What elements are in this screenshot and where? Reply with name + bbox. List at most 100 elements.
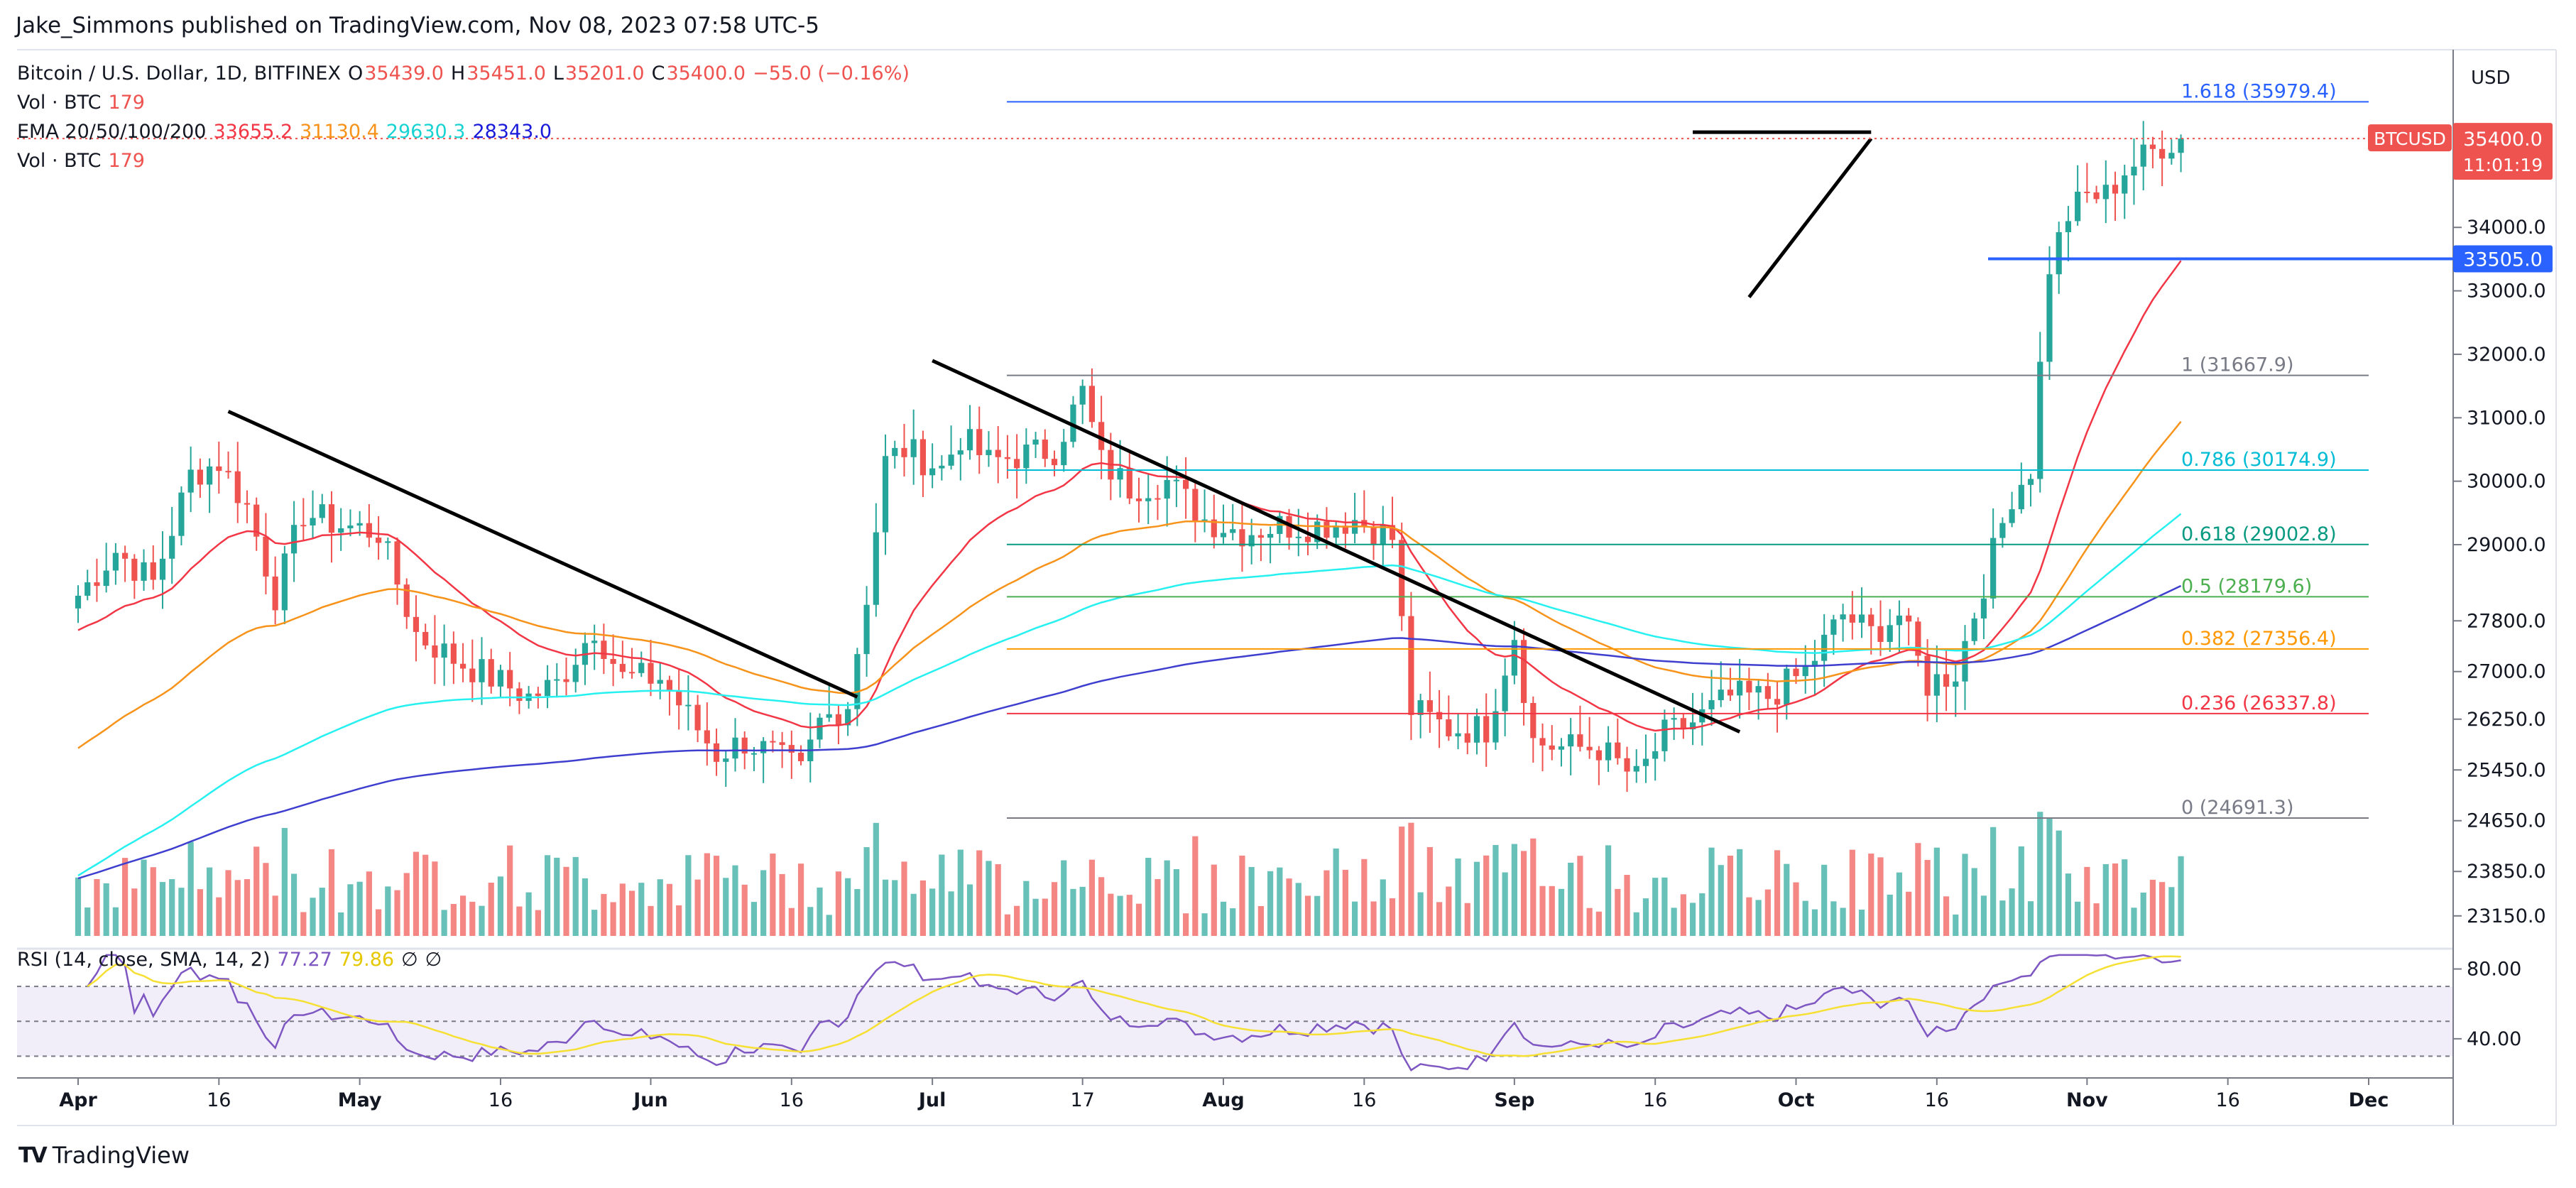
candle-body xyxy=(1943,674,1950,687)
volume-bar xyxy=(788,908,795,936)
low-value: 35201.0 xyxy=(564,62,645,85)
volume-bar xyxy=(1962,854,1968,936)
candle-body xyxy=(966,429,973,451)
volume-bar xyxy=(450,903,457,936)
candle-body xyxy=(563,679,569,682)
volume-bar xyxy=(591,910,598,936)
candle-body xyxy=(1680,718,1686,730)
volume-bar xyxy=(141,859,147,936)
candle-body xyxy=(187,469,194,493)
candle-body xyxy=(2084,191,2090,193)
candle-body xyxy=(1661,719,1668,751)
volume-bar xyxy=(441,910,447,936)
candle-body xyxy=(723,758,729,762)
candle-body xyxy=(319,504,325,518)
candle-body xyxy=(1183,479,1189,489)
fib-label: 0.786 (30174.9) xyxy=(2181,449,2337,471)
candle-body xyxy=(403,584,410,617)
hide-icon[interactable]: ∅ xyxy=(401,949,418,971)
candle-body xyxy=(1145,498,1152,501)
candle-body xyxy=(572,665,579,682)
volume-bar xyxy=(347,884,354,936)
candle-body xyxy=(657,680,663,684)
volume-bar xyxy=(1746,897,1752,936)
candle-body xyxy=(103,570,109,587)
candle-body xyxy=(694,704,701,731)
candle-body xyxy=(939,465,945,469)
volume-bar xyxy=(2009,888,2015,936)
ema200-line xyxy=(77,584,2182,880)
volume-bar xyxy=(338,912,344,936)
candle-body xyxy=(1642,758,1649,766)
high-value: 35451.0 xyxy=(466,62,546,85)
candle-body xyxy=(986,449,992,455)
candle-body xyxy=(948,454,954,466)
volume-bar xyxy=(385,886,391,936)
candle-body xyxy=(1633,765,1639,772)
fib-label: 1 (31667.9) xyxy=(2181,354,2293,376)
volume-bar xyxy=(94,878,100,936)
volume-bar xyxy=(657,879,663,936)
candle-body xyxy=(1304,536,1311,543)
volume-bar xyxy=(403,873,410,936)
candle-body xyxy=(2027,479,2034,485)
candle-body xyxy=(459,663,466,669)
candle-body xyxy=(676,690,682,706)
volume-bar xyxy=(1520,851,1527,936)
volume-bar xyxy=(516,906,523,936)
volume-bar xyxy=(2046,818,2053,936)
ema50-value: 31130.4 xyxy=(300,121,379,143)
currency-label: USD xyxy=(2471,67,2511,89)
candle-body xyxy=(1380,525,1386,545)
volume-bar xyxy=(479,905,485,936)
volume-bar xyxy=(216,897,222,936)
ema20-line xyxy=(77,260,2182,732)
volume-bar xyxy=(150,867,156,936)
volume-bar xyxy=(1906,891,1912,936)
candle-body xyxy=(2009,509,2015,523)
candle-body xyxy=(1070,404,1076,442)
candle-body xyxy=(413,616,420,632)
volume-bar xyxy=(704,853,710,936)
candle-body xyxy=(1821,634,1828,661)
volume-bar xyxy=(263,863,269,936)
y-tick-label: 31000.0 xyxy=(2467,407,2546,429)
volume-bar xyxy=(1446,886,1452,936)
candle-body xyxy=(2075,191,2081,222)
volume-bar xyxy=(1671,908,1677,936)
candle-body xyxy=(450,643,457,664)
volume-bar xyxy=(1220,901,1227,936)
candle-body xyxy=(1558,746,1565,750)
ema50-line xyxy=(77,420,2182,749)
candle-body xyxy=(1117,468,1123,480)
y-tick-label: 26250.0 xyxy=(2467,709,2546,731)
volume-bar xyxy=(638,883,645,936)
volume-bar xyxy=(1624,875,1630,936)
volume-bar xyxy=(1042,898,1048,936)
volume-bar xyxy=(901,861,907,936)
candle-body xyxy=(929,468,936,476)
candle-body xyxy=(957,450,964,455)
candle-body xyxy=(1849,614,1855,623)
volume-bar xyxy=(1849,849,1855,936)
volume-bar xyxy=(2075,901,2081,936)
rsi-line xyxy=(87,954,2181,1072)
volume-bar xyxy=(601,893,607,936)
volume-bar xyxy=(1135,903,1142,936)
volume-bar xyxy=(131,888,138,936)
volume-bar xyxy=(1755,900,1762,936)
volume-bar xyxy=(1577,856,1583,936)
candle-body xyxy=(206,466,213,485)
volume-bar xyxy=(1718,865,1724,936)
candle-body xyxy=(1999,523,2006,538)
symbol-title[interactable]: Bitcoin / U.S. Dollar, 1D, BITFINEX xyxy=(17,62,341,85)
candle-body xyxy=(666,680,673,691)
candle-body xyxy=(2140,144,2146,167)
candle-body xyxy=(601,641,607,660)
hide-icon[interactable]: ∅ xyxy=(425,949,442,971)
volume-bar xyxy=(1248,866,1255,936)
candle-body xyxy=(779,742,785,746)
candle-body xyxy=(1840,614,1846,620)
candle-body xyxy=(1727,690,1734,696)
